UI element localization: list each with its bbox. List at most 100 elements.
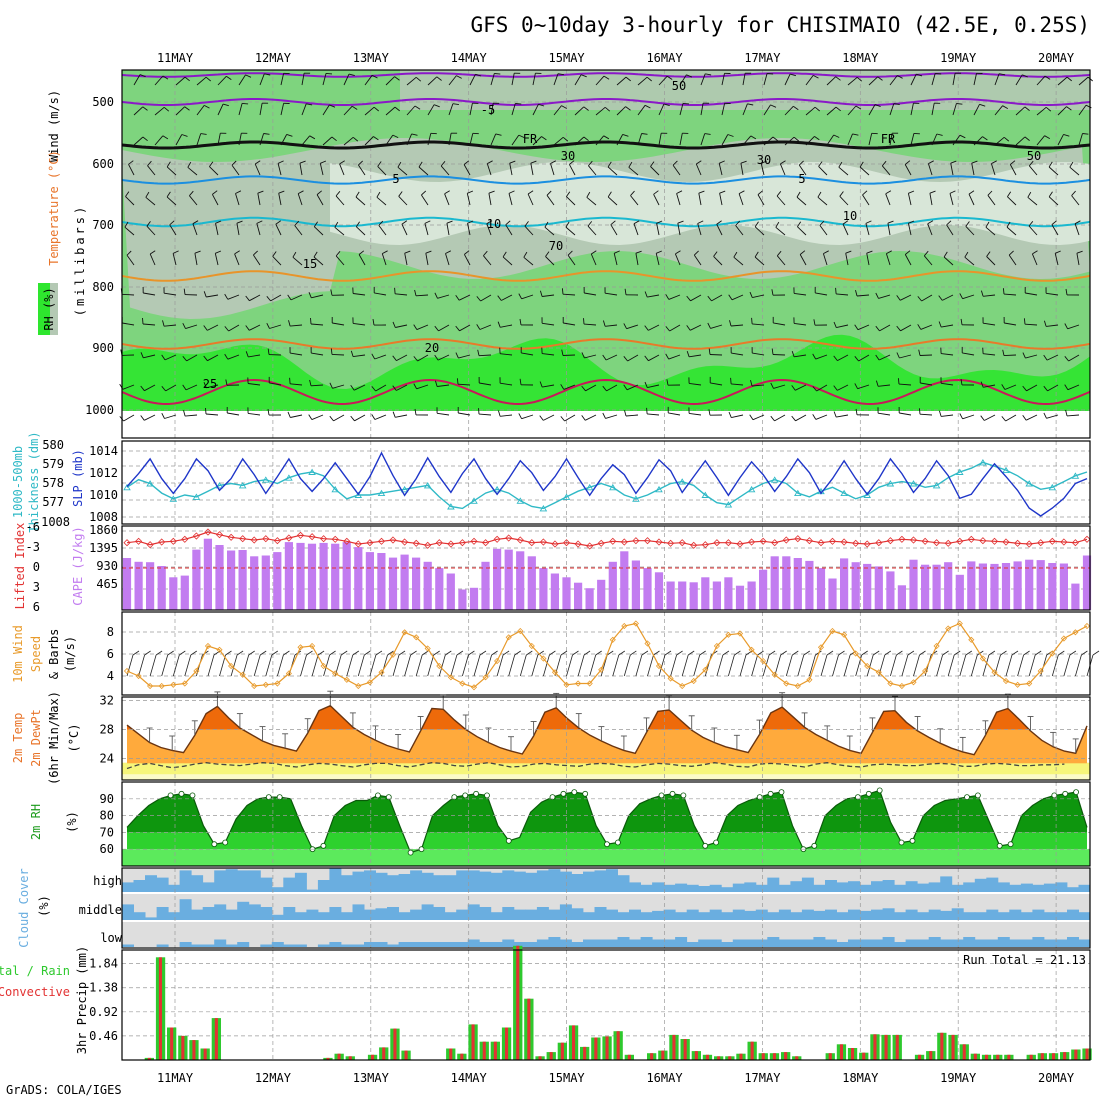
cloud-low-bar [940, 939, 953, 947]
wind-barb-staff [238, 103, 243, 116]
wind-barb-feather [203, 382, 207, 388]
wind-barb-staff [795, 414, 807, 422]
wind-barb-staff [169, 224, 177, 236]
wind-barb-feather [225, 379, 228, 386]
wind-barb-feather [644, 355, 649, 361]
wind-barb-feather [897, 75, 903, 79]
wind-marker [852, 650, 859, 657]
wind-barb-feather [875, 292, 879, 299]
cloud-high-bar [398, 874, 411, 892]
pressure-label-600: 600 [92, 157, 114, 171]
wind-barb-staff [1028, 165, 1038, 176]
wind-barb-staff [742, 73, 746, 86]
li-marker [389, 536, 397, 544]
wind-barb-feather [182, 384, 187, 391]
wind-barb-feather [929, 190, 936, 194]
wind-barb-staff [194, 253, 198, 266]
wind-barb-feather [770, 104, 777, 108]
wind-barb-feather [373, 136, 379, 141]
cape-bar [388, 557, 398, 610]
cape-bar [122, 558, 132, 610]
wind-barb-staff [795, 384, 807, 391]
cloud-high-bar [917, 883, 930, 892]
wind-marker [285, 670, 292, 677]
wind-barb-feather [630, 190, 635, 196]
pressure-label-500: 500 [92, 95, 114, 109]
cloud-middle-bar [732, 909, 745, 920]
li-marker [539, 538, 547, 546]
cape-bar [331, 543, 340, 610]
wind-barb-feather [835, 76, 841, 81]
wind-barb-feather [708, 409, 711, 416]
wind-barb-staff [166, 166, 177, 176]
cloud-middle-bar [813, 910, 826, 920]
wind-barb-staff [1078, 104, 1087, 116]
wind-barb-feather [1023, 318, 1026, 325]
wind-barb-feather [224, 326, 229, 332]
wind-barb-feather [854, 324, 859, 330]
wind10-barb [982, 654, 990, 677]
wind-barb-feather [646, 407, 648, 414]
wind-barb-feather [335, 251, 341, 257]
cloud-high-bar [1020, 883, 1033, 892]
wind-barb-staff [466, 193, 471, 206]
upper-label-wind: Wind (m/s) [47, 90, 61, 162]
wind-barb-feather [665, 326, 670, 332]
cape-bar [574, 582, 583, 610]
wind-barb-staff [754, 226, 765, 236]
wind-barb-staff [166, 196, 177, 206]
wind-barb-staff [690, 324, 702, 331]
cape-bar [631, 560, 640, 610]
wind-barb-feather [142, 317, 144, 325]
li-tick-1: -3 [26, 540, 40, 554]
dewpoint-fill-light [122, 774, 1090, 780]
cape-bar [412, 557, 421, 610]
wind-barb-staff [272, 256, 282, 266]
wind-barb-staff [238, 74, 246, 86]
cloud-middle-bar [571, 908, 584, 920]
wind-barb-staff [794, 292, 807, 296]
wind-barb-feather [539, 290, 543, 297]
top-date-16MAY: 16MAY [646, 51, 683, 65]
cape-bar [967, 561, 976, 610]
wind10-barb [265, 654, 273, 677]
isotherm-10 [121, 216, 1091, 228]
wind-barb-staff [532, 104, 539, 116]
rh-tick-90: 90 [100, 792, 114, 806]
wind10-barb [519, 654, 527, 677]
cloud-middle-bar [859, 910, 872, 920]
cape-bar [134, 561, 143, 610]
wind-barb-staff [650, 166, 660, 176]
pressure-label-1000: 1000 [85, 403, 114, 417]
wind-barb-feather [980, 381, 984, 388]
wind-barb-feather [561, 288, 564, 295]
precip-conv-bar [560, 1042, 564, 1060]
temp-label-3: (6hr Min/Max) [47, 691, 61, 785]
wind-barb-staff [311, 414, 324, 421]
wind10-barb-flag [410, 650, 417, 656]
wind-barb-feather [467, 220, 474, 224]
wind-barb-feather [309, 379, 312, 386]
rh-contour-label-4: 50 [1027, 149, 1041, 163]
wind-barb-staff [545, 256, 555, 266]
wind-barb-staff [144, 414, 156, 421]
cloud-high-bar [479, 871, 492, 892]
cloud-high-bar [490, 872, 503, 892]
wind10-barb [392, 654, 400, 677]
cape-tick-1860: 1860 [89, 523, 118, 537]
wind-barb-staff [1046, 292, 1059, 296]
wind-barb-feather [1064, 323, 1068, 330]
wind-barb-staff [235, 193, 240, 206]
wind-barb-feather [339, 160, 345, 165]
wind-barb-feather [641, 133, 648, 135]
wind10-barb [531, 654, 539, 677]
li-marker [828, 537, 837, 545]
cape-bar [307, 543, 317, 610]
wind10-barb [890, 654, 897, 677]
cloud-low-bar [640, 937, 653, 947]
wind-barb-feather [541, 136, 547, 141]
wind-barb-staff [773, 384, 786, 389]
precip-conv-bar [1052, 1053, 1056, 1060]
wind10-barb [785, 654, 793, 677]
temp-frame [121, 696, 1091, 781]
